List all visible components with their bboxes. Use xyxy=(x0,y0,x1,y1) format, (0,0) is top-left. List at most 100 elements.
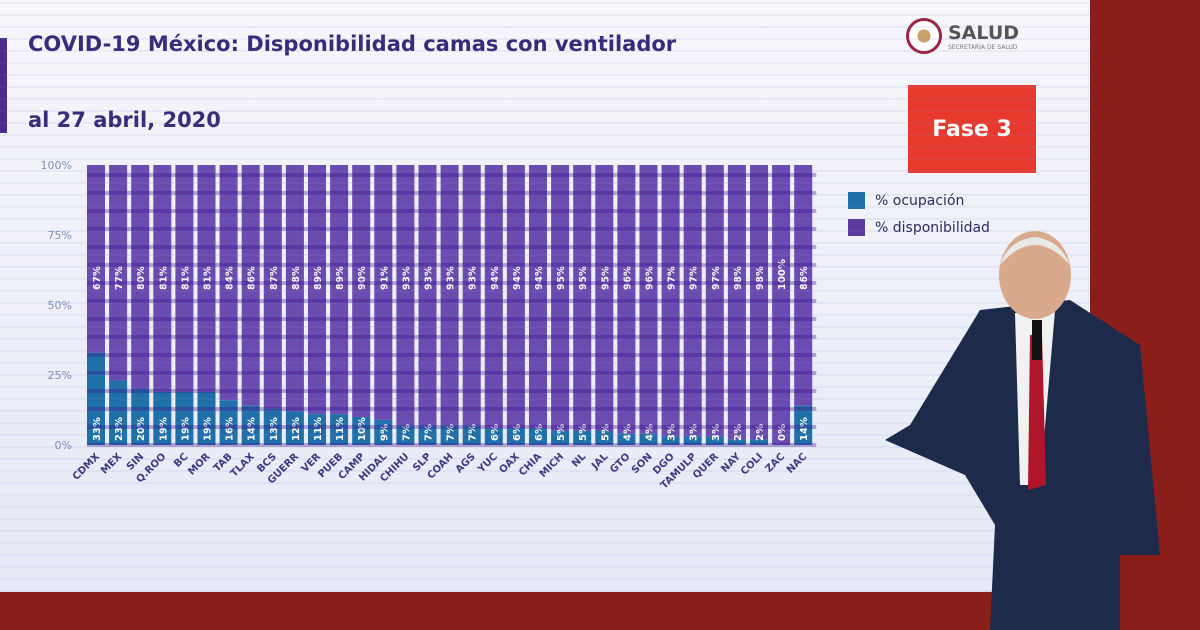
bar-ocupacion xyxy=(705,436,724,445)
projector-stripe xyxy=(87,389,817,393)
phase-badge: Fase 3 xyxy=(908,85,1036,173)
bar-disponibilidad xyxy=(175,165,194,392)
data-label-disponibilidad: 93% xyxy=(468,266,479,290)
data-label-ocupacion: 5% xyxy=(556,424,567,441)
data-label-disponibilidad: 93% xyxy=(424,266,435,290)
x-tick-label: NL xyxy=(570,451,589,470)
bar-ocupacion xyxy=(683,436,702,445)
bar-disponibilidad xyxy=(661,165,680,437)
projector-stripe xyxy=(87,299,817,303)
bar-ocupacion xyxy=(131,389,150,445)
data-label-ocupacion: 23% xyxy=(114,417,125,441)
projector-stripe xyxy=(87,335,817,339)
bar-ocupacion xyxy=(794,405,813,445)
bar-disponibilidad xyxy=(219,165,238,401)
bar-disponibilidad xyxy=(617,165,636,434)
chart-subtitle: al 27 abril, 2020 xyxy=(28,108,221,132)
data-label-disponibilidad: 93% xyxy=(401,266,412,290)
salud-logo: SALUD SECRETARÍA DE SALUD xyxy=(906,18,1019,54)
data-label-ocupacion: 14% xyxy=(247,417,258,441)
bar-disponibilidad xyxy=(750,165,768,440)
bar-disponibilidad xyxy=(595,165,614,431)
bar-disponibilidad xyxy=(109,165,128,381)
projector-stripe xyxy=(87,425,817,429)
bar-ocupacion xyxy=(109,380,128,445)
data-label-ocupacion: 6% xyxy=(512,424,523,441)
bar-ocupacion xyxy=(285,411,304,445)
speaker-photo xyxy=(885,231,1160,630)
x-tick-label: COLI xyxy=(739,451,765,477)
bar-disponibilidad xyxy=(352,165,371,417)
data-label-disponibilidad: 94% xyxy=(534,266,545,290)
data-label-ocupacion: 5% xyxy=(578,424,589,441)
bar-disponibilidad xyxy=(308,165,326,415)
x-tick-label: BC xyxy=(172,451,190,469)
bar-ocupacion xyxy=(175,391,194,445)
data-label-disponibilidad: 81% xyxy=(203,266,214,290)
data-label-disponibilidad: 94% xyxy=(490,266,501,290)
projection-screen: COVID-19 México: Disponibilidad camas co… xyxy=(0,0,1090,592)
data-label-disponibilidad: 96% xyxy=(645,266,656,290)
data-label-ocupacion: 4% xyxy=(645,424,656,441)
bar-ocupacion xyxy=(241,405,260,445)
bar-disponibilidad xyxy=(794,165,813,406)
bar-ocupacion xyxy=(396,425,415,445)
bar-disponibilidad xyxy=(440,165,459,426)
bar-ocupacion xyxy=(595,431,614,445)
data-label-ocupacion: 10% xyxy=(357,417,368,441)
bar-ocupacion xyxy=(219,400,238,445)
data-label-disponibilidad: 89% xyxy=(335,266,346,290)
data-label-disponibilidad: 100% xyxy=(777,259,788,290)
legend-item-disponibilidad: % disponibilidad xyxy=(848,219,990,236)
bar-ocupacion xyxy=(374,419,393,445)
chart-title: COVID-19 México: Disponibilidad camas co… xyxy=(28,32,677,56)
legend-item-ocupacion: % ocupación xyxy=(848,192,990,209)
bar-ocupacion xyxy=(440,425,459,445)
bar-ocupacion xyxy=(617,433,636,445)
bar-ocupacion xyxy=(197,391,216,445)
data-label-ocupacion: 33% xyxy=(92,417,103,441)
data-label-disponibilidad: 77% xyxy=(114,266,125,290)
x-tick-label: JAL xyxy=(589,451,611,473)
bar-ocupacion xyxy=(330,414,349,445)
data-label-ocupacion: 11% xyxy=(335,417,346,441)
bar-ocupacion xyxy=(750,439,768,445)
y-tick-label: 75% xyxy=(48,229,72,242)
data-label-ocupacion: 0% xyxy=(777,424,788,441)
data-label-disponibilidad: 89% xyxy=(313,266,324,290)
data-label-ocupacion: 9% xyxy=(379,424,390,441)
bar-ocupacion xyxy=(418,425,437,445)
projector-stripe xyxy=(87,227,817,231)
bar-disponibilidad xyxy=(529,165,547,429)
projector-stripe xyxy=(87,245,817,249)
legend-swatch xyxy=(848,192,865,209)
projector-stripe xyxy=(87,443,817,447)
bar-disponibilidad xyxy=(285,165,304,412)
bar-disponibilidad xyxy=(197,165,216,392)
x-tick-label: NAC xyxy=(785,451,809,475)
y-tick-label: 50% xyxy=(48,299,72,312)
x-tick-label: MICH xyxy=(538,451,567,480)
projector-stripe xyxy=(87,263,817,267)
projector-stripe xyxy=(87,209,817,213)
data-label-disponibilidad: 81% xyxy=(158,266,169,290)
data-label-disponibilidad: 81% xyxy=(180,266,191,290)
data-label-ocupacion: 2% xyxy=(755,424,766,441)
data-label-ocupacion: 7% xyxy=(468,424,479,441)
projector-stripe xyxy=(87,281,817,285)
x-tick-label: TLAX xyxy=(229,451,257,479)
data-label-ocupacion: 3% xyxy=(667,424,678,441)
y-tick-label: 100% xyxy=(41,159,72,172)
bar-disponibilidad xyxy=(462,165,481,426)
projector-stripe xyxy=(87,191,817,195)
bar-ocupacion xyxy=(153,391,172,445)
x-tick-label: ZAC xyxy=(764,451,788,475)
data-label-ocupacion: 20% xyxy=(136,417,147,441)
x-tick-label: GTO xyxy=(608,451,632,475)
y-tick-label: 0% xyxy=(55,439,72,452)
bar-disponibilidad xyxy=(484,165,503,429)
data-label-ocupacion: 2% xyxy=(733,424,744,441)
legend-label: % disponibilidad xyxy=(875,219,990,236)
bar-ocupacion xyxy=(308,414,326,445)
data-label-disponibilidad: 95% xyxy=(578,266,589,290)
